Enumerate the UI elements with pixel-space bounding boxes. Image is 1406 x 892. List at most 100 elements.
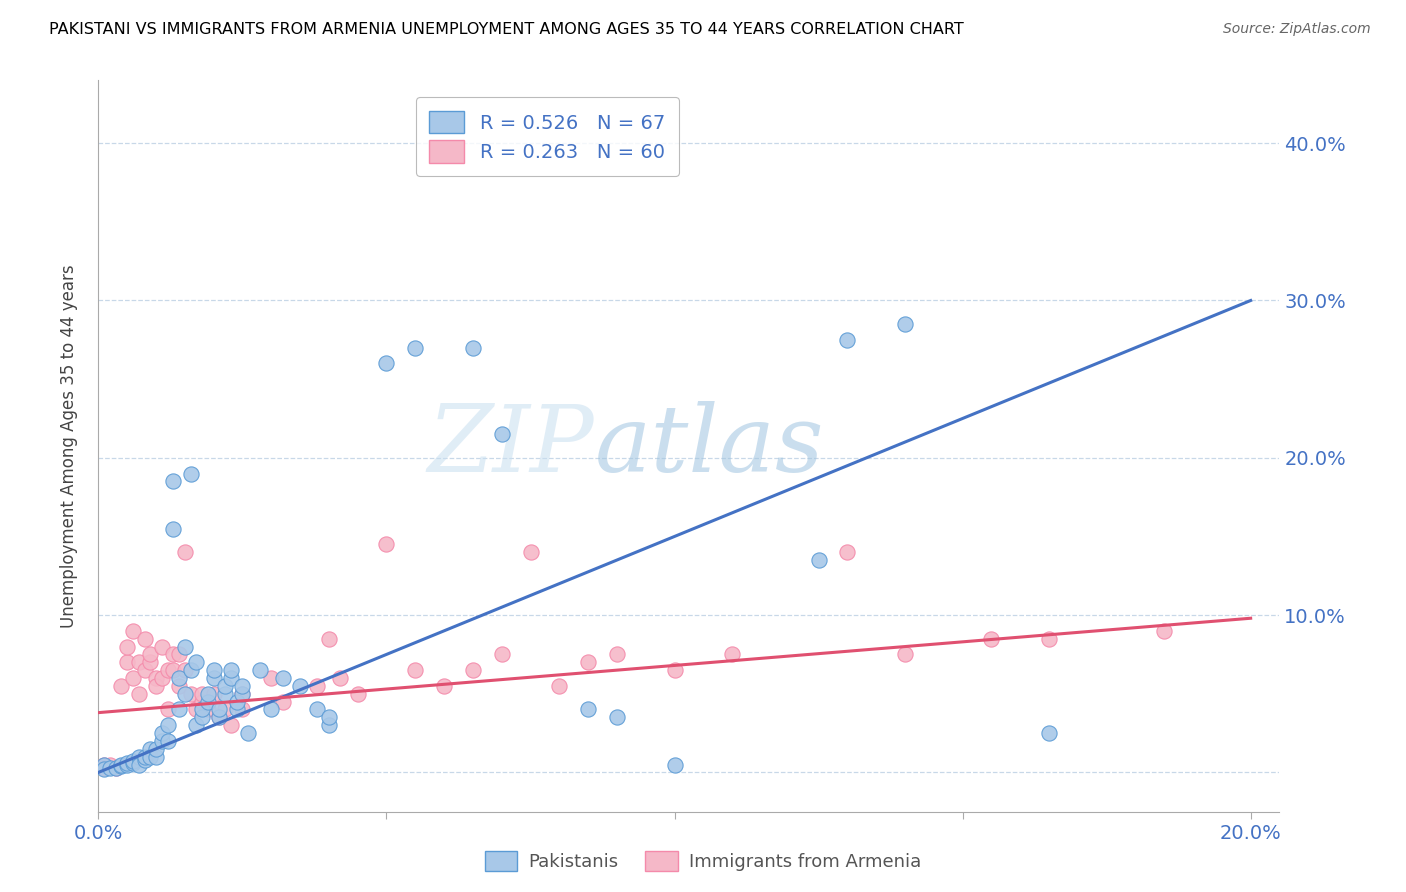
- Point: [318, 710, 340, 724]
- Point: [191, 702, 214, 716]
- Point: [162, 475, 184, 489]
- Point: [115, 655, 138, 669]
- Point: [807, 553, 830, 567]
- Point: [167, 648, 190, 662]
- Point: [894, 317, 917, 331]
- Point: [122, 671, 145, 685]
- Point: [128, 749, 150, 764]
- Text: atlas: atlas: [595, 401, 824, 491]
- Point: [225, 702, 247, 716]
- Point: [231, 687, 253, 701]
- Point: [491, 648, 513, 662]
- Point: [98, 757, 121, 772]
- Point: [93, 761, 115, 775]
- Point: [186, 655, 208, 669]
- Point: [271, 695, 294, 709]
- Point: [197, 702, 219, 716]
- Point: [202, 687, 225, 701]
- Point: [173, 663, 195, 677]
- Point: [145, 749, 167, 764]
- Point: [162, 648, 184, 662]
- Point: [433, 679, 456, 693]
- Point: [93, 757, 115, 772]
- Point: [104, 761, 127, 775]
- Point: [202, 671, 225, 685]
- Point: [664, 757, 686, 772]
- Point: [249, 663, 271, 677]
- Point: [219, 718, 242, 732]
- Point: [664, 663, 686, 677]
- Point: [219, 671, 242, 685]
- Point: [231, 702, 253, 716]
- Text: PAKISTANI VS IMMIGRANTS FROM ARMENIA UNEMPLOYMENT AMONG AGES 35 TO 44 YEARS CORR: PAKISTANI VS IMMIGRANTS FROM ARMENIA UNE…: [49, 22, 965, 37]
- Point: [150, 640, 173, 654]
- Point: [139, 741, 162, 756]
- Point: [576, 702, 599, 716]
- Point: [167, 679, 190, 693]
- Point: [128, 757, 150, 772]
- Point: [145, 679, 167, 693]
- Point: [167, 702, 190, 716]
- Point: [208, 702, 231, 716]
- Point: [115, 756, 138, 770]
- Point: [122, 624, 145, 638]
- Point: [115, 640, 138, 654]
- Point: [548, 679, 571, 693]
- Point: [134, 749, 156, 764]
- Point: [110, 759, 132, 773]
- Point: [214, 702, 236, 716]
- Point: [461, 663, 484, 677]
- Point: [186, 702, 208, 716]
- Point: [375, 356, 398, 370]
- Point: [721, 648, 744, 662]
- Point: [519, 545, 541, 559]
- Point: [214, 679, 236, 693]
- Point: [93, 762, 115, 776]
- Point: [139, 648, 162, 662]
- Point: [128, 687, 150, 701]
- Point: [156, 718, 179, 732]
- Point: [186, 718, 208, 732]
- Point: [225, 695, 247, 709]
- Point: [162, 522, 184, 536]
- Point: [375, 537, 398, 551]
- Point: [318, 718, 340, 732]
- Point: [156, 702, 179, 716]
- Point: [110, 757, 132, 772]
- Point: [1153, 624, 1175, 638]
- Legend: Pakistanis, Immigrants from Armenia: Pakistanis, Immigrants from Armenia: [478, 844, 928, 879]
- Point: [128, 655, 150, 669]
- Point: [329, 671, 352, 685]
- Point: [202, 663, 225, 677]
- Point: [98, 761, 121, 775]
- Point: [156, 734, 179, 748]
- Point: [162, 663, 184, 677]
- Point: [167, 671, 190, 685]
- Point: [219, 663, 242, 677]
- Point: [173, 640, 195, 654]
- Point: [318, 632, 340, 646]
- Point: [173, 687, 195, 701]
- Point: [214, 687, 236, 701]
- Point: [104, 761, 127, 775]
- Point: [1038, 632, 1060, 646]
- Point: [231, 687, 253, 701]
- Y-axis label: Unemployment Among Ages 35 to 44 years: Unemployment Among Ages 35 to 44 years: [59, 264, 77, 628]
- Point: [404, 663, 426, 677]
- Point: [260, 671, 283, 685]
- Point: [122, 755, 145, 769]
- Point: [150, 726, 173, 740]
- Point: [110, 679, 132, 693]
- Point: [231, 679, 253, 693]
- Text: ZIP: ZIP: [427, 401, 595, 491]
- Point: [606, 648, 628, 662]
- Point: [307, 679, 329, 693]
- Point: [980, 632, 1002, 646]
- Point: [208, 710, 231, 724]
- Point: [288, 679, 311, 693]
- Point: [346, 687, 368, 701]
- Point: [271, 671, 294, 685]
- Point: [122, 756, 145, 770]
- Point: [139, 655, 162, 669]
- Point: [115, 757, 138, 772]
